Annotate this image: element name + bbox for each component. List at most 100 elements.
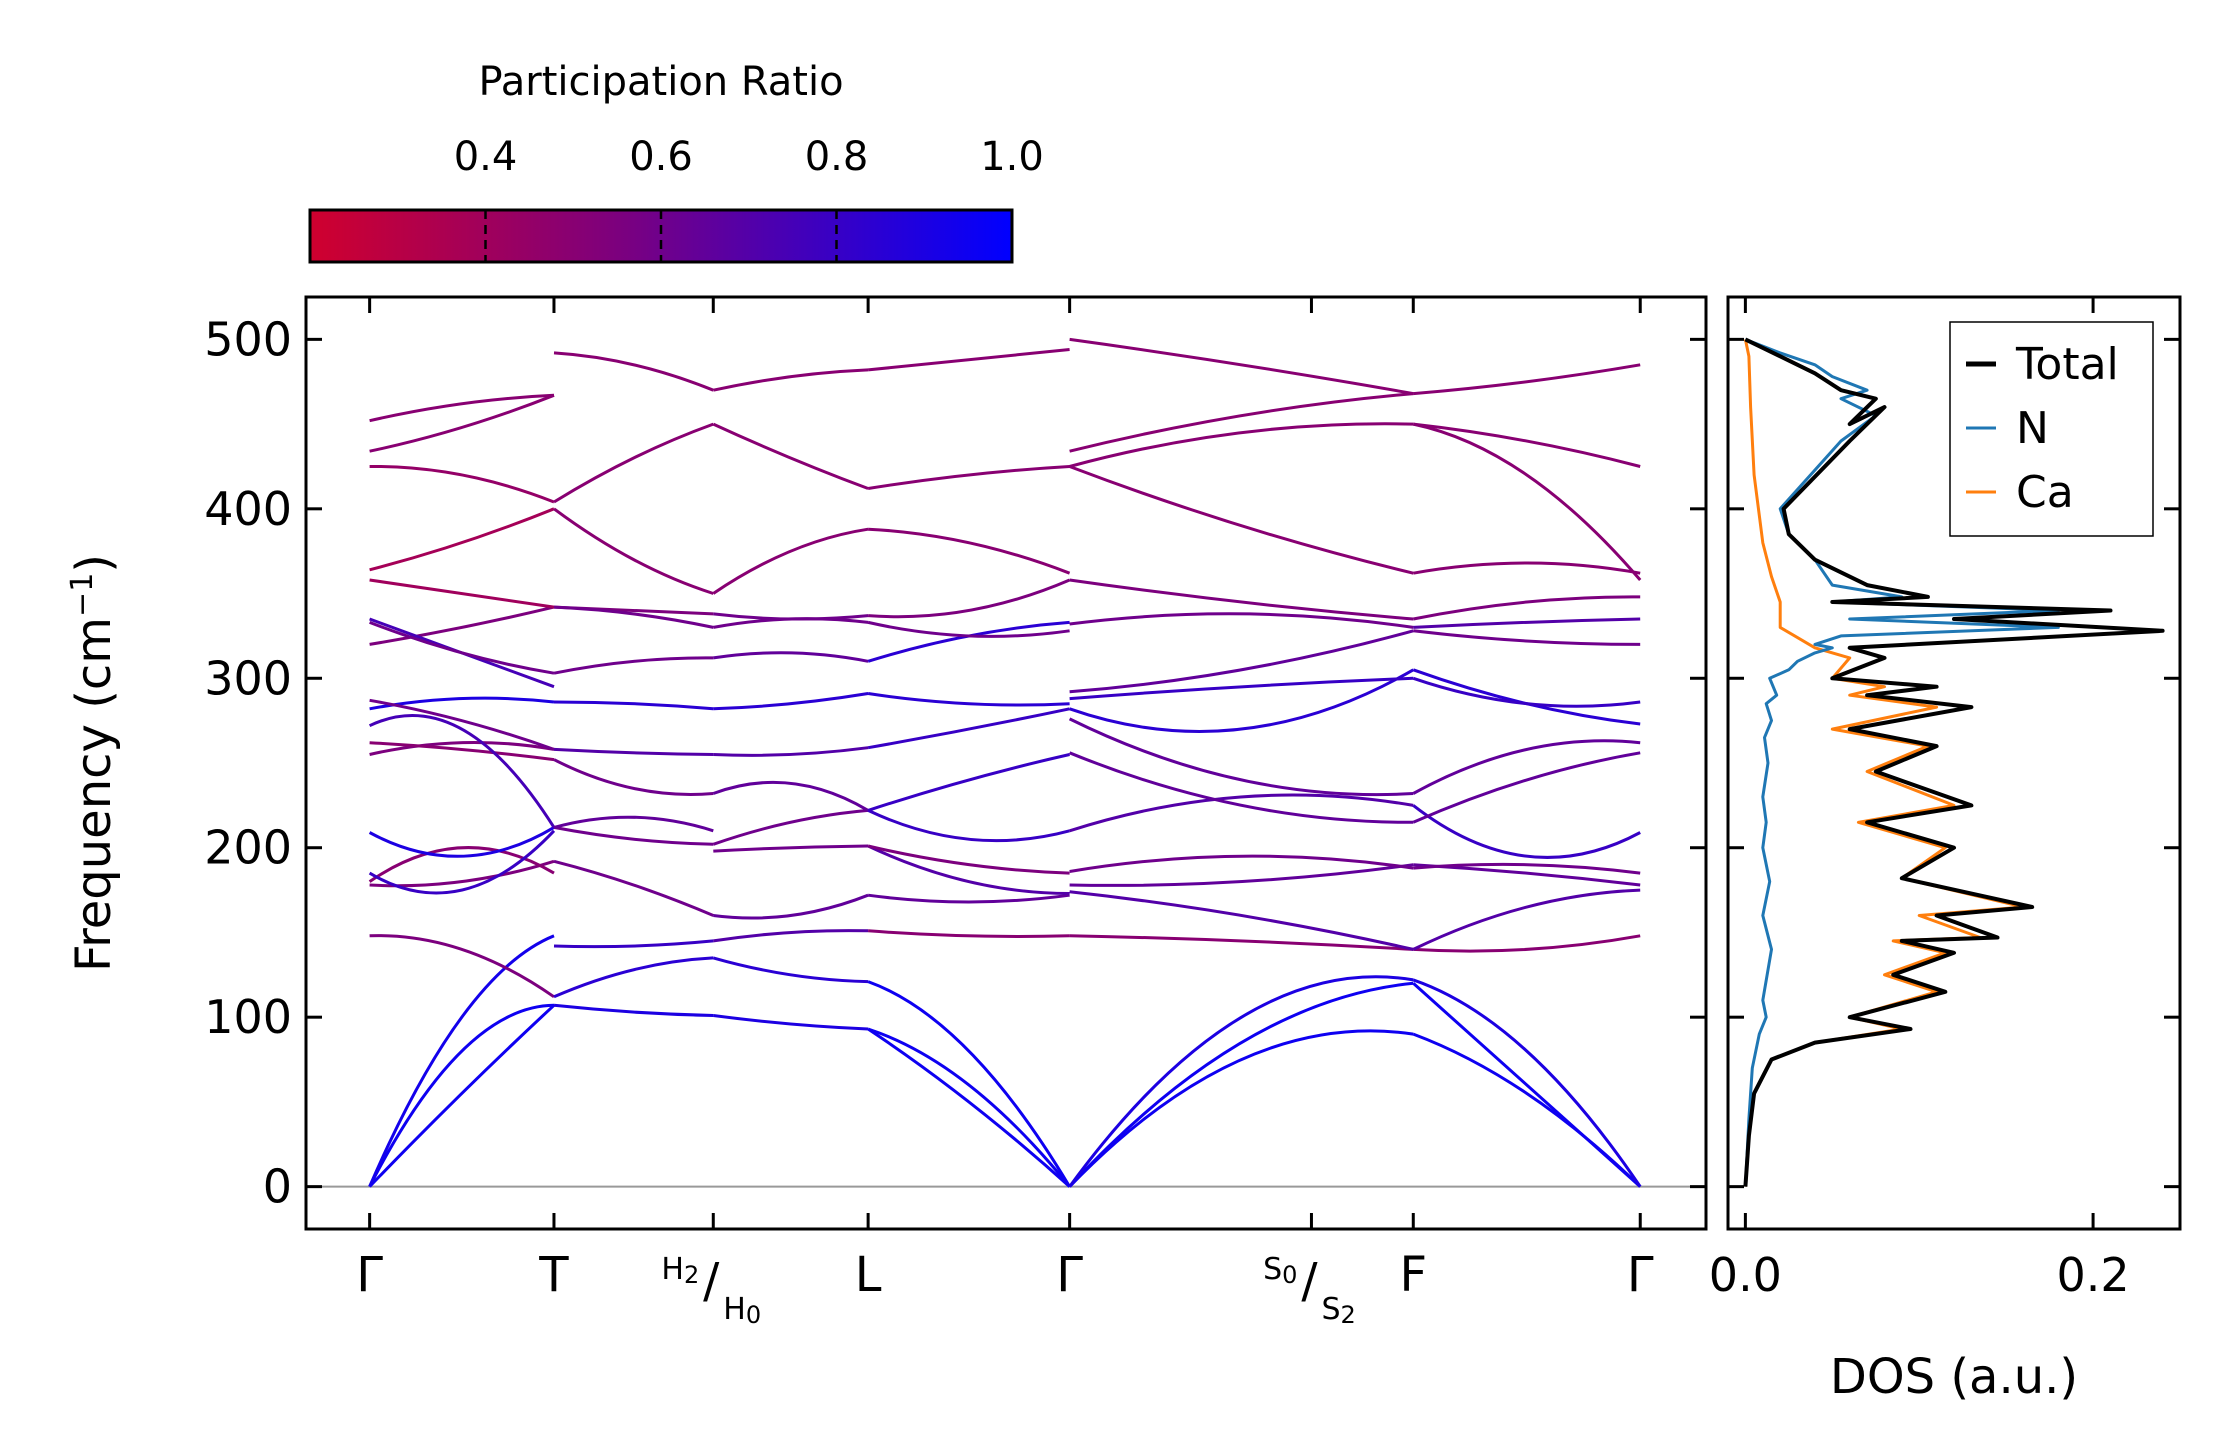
y-axis-label: Frequency (cm−1) [65, 554, 122, 972]
band-line [712, 956, 869, 984]
kpoint-label: F [1399, 1247, 1427, 1303]
kpoint-label-slash: / [703, 1253, 720, 1309]
band-line [368, 934, 555, 1188]
band-line [1413, 862, 1641, 875]
band-line [369, 578, 555, 609]
band-line [867, 753, 1070, 812]
band-line [1412, 978, 1642, 1188]
band-line [867, 1027, 1071, 1188]
band-line [867, 844, 1070, 895]
band-line [712, 780, 869, 812]
kpoint-label: Γ [356, 1247, 383, 1303]
band-line [369, 741, 555, 762]
kpoint-label-top: H2 [661, 1252, 699, 1289]
band-line [369, 696, 555, 711]
band-axes-frame [304, 295, 1708, 1231]
band-line [713, 1014, 869, 1031]
band-line [1069, 578, 1414, 621]
kpoint-label: L [855, 1247, 882, 1303]
band-line [553, 758, 714, 796]
band-line [1068, 975, 1414, 1188]
band-line [369, 464, 555, 504]
band-line [1069, 612, 1414, 629]
band-line [553, 605, 714, 629]
band-line [1413, 561, 1641, 575]
band-line [1413, 595, 1641, 621]
legend-label-n: N [2016, 403, 2049, 454]
band-line [713, 651, 869, 663]
band-line [1412, 751, 1641, 824]
band-line [1412, 739, 1641, 795]
band-line [1069, 751, 1414, 824]
band-line [369, 859, 555, 888]
kpoint-label-bottom: S2 [1321, 1292, 1355, 1329]
band-line [1069, 629, 1414, 694]
band-line [553, 956, 714, 999]
band-line [553, 656, 714, 675]
y-tick-label: 200 [204, 821, 292, 875]
band-line [369, 740, 555, 756]
band-line [1412, 668, 1641, 726]
band-line [713, 746, 869, 757]
band-line [1069, 465, 1414, 575]
band-line [713, 844, 869, 853]
colorbar-tick-label: 0.8 [805, 134, 869, 180]
band-line [1069, 337, 1414, 396]
band-line [712, 422, 869, 490]
band-line [1068, 1029, 1414, 1188]
band-line [1069, 890, 1414, 951]
band-line [713, 893, 869, 920]
band-line [553, 815, 714, 833]
band-line [867, 348, 1070, 372]
kpoint-label: Γ [1627, 1247, 1654, 1303]
band-line [867, 465, 1070, 490]
band-line [867, 1027, 1071, 1188]
band-line [1069, 676, 1414, 701]
band-line [712, 527, 869, 595]
band-line [1069, 934, 1414, 951]
band-line [1069, 854, 1414, 873]
band-line [1412, 422, 1642, 581]
band-line [1413, 617, 1641, 629]
band-line [1413, 629, 1641, 646]
band-line [369, 393, 555, 423]
colorbar-tick-label: 0.4 [454, 134, 518, 180]
kpoint-label-top: S0 [1263, 1252, 1297, 1289]
colorbar: Participation Ratio 0.4 0.6 0.8 1.0 [308, 59, 1044, 264]
band-line [368, 826, 555, 858]
band-line [1068, 981, 1414, 1188]
band-line [1068, 717, 1414, 797]
dos-line-n [1743, 338, 2060, 1187]
band-line [1413, 422, 1641, 468]
band-line [553, 422, 714, 504]
band-line [553, 939, 714, 949]
band-line [868, 527, 1071, 575]
band-line [1069, 793, 1414, 833]
band-line [368, 714, 556, 829]
band-line [867, 980, 1071, 1188]
band-line [1069, 863, 1414, 887]
legend-label-ca: Ca [2016, 467, 2074, 518]
kpoint-label-compound: H2/H0 [661, 1252, 761, 1329]
dos-panel: 0.0 0.2 DOS (a.u.) Total N Ca [1709, 295, 2182, 1405]
band-line [713, 612, 869, 621]
band-line [1412, 1032, 1642, 1188]
y-tick-label: 500 [204, 312, 292, 366]
band-line [1412, 804, 1641, 859]
kpoint-label: Γ [1056, 1247, 1083, 1303]
band-line [1413, 363, 1641, 396]
band-line [368, 829, 556, 895]
band-line [867, 893, 1070, 904]
colorbar-tick-label: 1.0 [980, 134, 1044, 180]
band-line [1412, 676, 1641, 708]
band-line [553, 747, 714, 756]
band-line [553, 859, 714, 917]
band-line [369, 698, 555, 751]
band-line [369, 507, 555, 572]
y-tick-label: 400 [204, 482, 292, 536]
band-line [1413, 934, 1641, 953]
kpoint-label: T [538, 1247, 569, 1303]
y-tick-label: 0 [263, 1160, 292, 1214]
dos-line-total [1743, 337, 2165, 1187]
